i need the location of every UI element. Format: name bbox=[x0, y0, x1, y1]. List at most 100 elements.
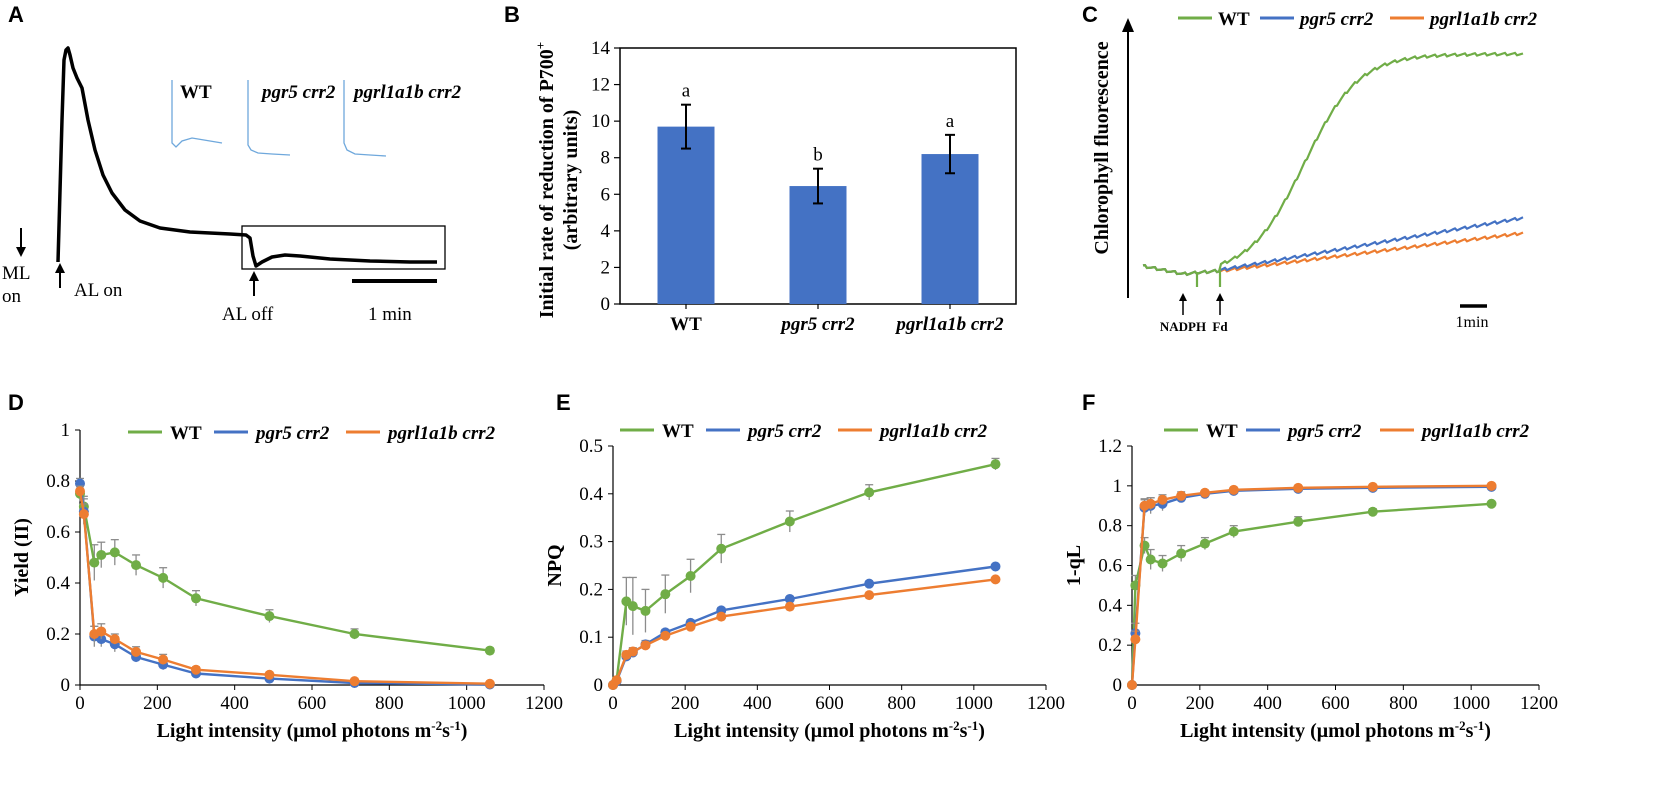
chartE-data-point bbox=[864, 590, 875, 601]
chartE-xtick-label: 1200 bbox=[1027, 693, 1065, 714]
b-significance-letter: a bbox=[946, 111, 955, 132]
chartD-ytick-label: 0 bbox=[61, 675, 71, 696]
chartD-xlabel: Light intensity (μmol photons m-2s-1) bbox=[157, 718, 468, 742]
chartD-xlabel-part: Light intensity (μmol photons m bbox=[157, 720, 432, 742]
chartE-data-point bbox=[784, 516, 795, 527]
b-category-label: WT bbox=[670, 314, 702, 335]
panel-e: E 0 0.1 0.2 0.3 0.4 0.5 0 200 400 600 800 1000 1200 L… bbox=[544, 390, 1065, 742]
ml-on-label-2: on bbox=[2, 286, 22, 307]
chartD-xtick-label: 400 bbox=[220, 693, 249, 714]
b-ytick-label: 6 bbox=[601, 184, 611, 205]
chartE-legend-label: pgr5 crr2 bbox=[746, 421, 822, 442]
inset-wt: WT bbox=[171, 80, 223, 148]
scale-label-a: 1 min bbox=[368, 304, 412, 325]
chartE-data-point bbox=[627, 646, 638, 657]
panel-label-e: E bbox=[556, 390, 571, 415]
nadph-label: NADPH bbox=[1160, 319, 1206, 334]
chartF-xtick-label: 400 bbox=[1253, 693, 1282, 714]
chartD-xtick-label: 1200 bbox=[525, 693, 563, 714]
inset-pgrl: pgrl1a1b crr2 bbox=[343, 80, 462, 157]
chartD-data-point bbox=[349, 629, 360, 639]
b-ytick-label: 8 bbox=[601, 148, 611, 169]
chartF-series-line bbox=[1130, 485, 1492, 686]
chartD-data-point bbox=[484, 678, 495, 689]
p700-trace bbox=[56, 46, 437, 268]
b-ylabel-line2: (arbitrary units) bbox=[560, 110, 582, 251]
chartE-legend-label: pgrl1a1b crr2 bbox=[878, 421, 988, 442]
chartF-data-point bbox=[1127, 680, 1137, 690]
inset-wt-trace bbox=[171, 80, 223, 148]
chartD-data-point bbox=[131, 646, 142, 657]
chartE-ylabel: NPQ bbox=[544, 544, 566, 586]
chartE-ytick-label: 0.4 bbox=[579, 484, 603, 505]
chartE-ytick-label: 0.1 bbox=[579, 627, 603, 648]
chartF-xlabel-part: ) bbox=[1484, 720, 1491, 742]
chartF-xtick-label: 0 bbox=[1127, 693, 1137, 714]
chartD-xlabel-part: s bbox=[442, 720, 450, 742]
chartF-data-point bbox=[1130, 634, 1141, 645]
inset-pgrl-trace bbox=[343, 80, 387, 157]
panel-label-d: D bbox=[8, 390, 24, 415]
chartF-xtick-label: 200 bbox=[1186, 693, 1215, 714]
chartE-data-point bbox=[864, 487, 875, 498]
chartE-xlabel-part: -2 bbox=[949, 718, 960, 733]
chartD-data-point bbox=[158, 654, 169, 665]
chartE-ytick-label: 0.5 bbox=[579, 436, 603, 457]
chartF-data-point bbox=[1176, 548, 1187, 559]
chartD-data-point bbox=[349, 676, 360, 687]
chartE-xtick-label: 0 bbox=[608, 693, 618, 714]
b-ytick-label: 2 bbox=[601, 257, 611, 278]
chartE-data-point bbox=[990, 561, 1001, 572]
b-significance-letter: b bbox=[813, 145, 823, 166]
chartD-legend-label: pgr5 crr2 bbox=[254, 423, 330, 444]
chartE-xtick-label: 200 bbox=[671, 693, 700, 714]
chartE-data-point bbox=[784, 601, 795, 612]
chartD-series-line bbox=[78, 493, 491, 652]
chartE-data-point bbox=[864, 578, 875, 589]
chartE-xtick-label: 400 bbox=[743, 693, 772, 714]
chartD-ytick-label: 0.2 bbox=[46, 624, 70, 645]
panel-c: C Chlorophyll fluorescence WT pgr5 crr2 … bbox=[1082, 2, 1538, 334]
al-off-label: AL off bbox=[222, 304, 274, 325]
b-ytick-label: 12 bbox=[591, 75, 610, 96]
chartD-xtick-label: 0 bbox=[75, 693, 85, 714]
chartF-data-point bbox=[1486, 498, 1497, 509]
chartD-data-point bbox=[264, 611, 275, 622]
chartE-legend-label: WT bbox=[662, 421, 694, 442]
b-ylabel-main: Initial rate of reduction of P700 bbox=[536, 49, 558, 318]
b-ylabel-line1: Initial rate of reduction of P700+ bbox=[533, 42, 558, 318]
chartD-ytick-label: 0.6 bbox=[46, 522, 70, 543]
chartE-ytick-label: 0.3 bbox=[579, 532, 603, 553]
chartE-data-point bbox=[990, 459, 1001, 470]
chartE-data-point bbox=[660, 630, 671, 641]
panel-label-c: C bbox=[1082, 2, 1098, 27]
chartF-ytick-label: 1.2 bbox=[1098, 436, 1122, 457]
chartE-data-point bbox=[784, 593, 795, 604]
chartF-legend-label: WT bbox=[1206, 421, 1238, 442]
chart-f: 0 0.2 0.4 0.6 0.8 1 1.2 0 200 400 600 800 1000 1200 Li… bbox=[1063, 421, 1558, 742]
c-legend-pgr5-label: pgr5 crr2 bbox=[1298, 9, 1374, 30]
chartD-xtick-label: 200 bbox=[143, 693, 172, 714]
chartE-xlabel-part: ) bbox=[978, 720, 985, 742]
chartD-xtick-label: 800 bbox=[375, 693, 404, 714]
chartD-ylabel: Yield (II) bbox=[11, 518, 33, 597]
chartD-data-point bbox=[96, 549, 107, 560]
scale-label-c: 1min bbox=[1456, 314, 1489, 331]
ml-on-arrowhead bbox=[16, 247, 26, 257]
chartF-xlabel-part: -1 bbox=[1473, 718, 1484, 733]
inset-pgrl-label: pgrl1a1b crr2 bbox=[352, 82, 462, 103]
al-off-arrowhead bbox=[249, 271, 259, 281]
chartF-data-point bbox=[1293, 482, 1304, 493]
chartE-data-point bbox=[627, 601, 638, 612]
c-legend-wt-label: WT bbox=[1218, 9, 1250, 30]
b-ytick-label: 14 bbox=[591, 38, 611, 59]
chartF-xlabel: Light intensity (μmol photons m-2s-1) bbox=[1180, 718, 1491, 742]
panel-label-b: B bbox=[504, 2, 520, 27]
chartE-data-point bbox=[685, 621, 696, 632]
c-trace-wt bbox=[1142, 51, 1524, 287]
fd-arrowhead bbox=[1216, 293, 1224, 301]
inset-pgr5-trace bbox=[247, 80, 291, 156]
chartE-data-point bbox=[716, 543, 727, 554]
c-trace-pgrl1a1b bbox=[1142, 231, 1524, 277]
chartF-data-point bbox=[1228, 526, 1239, 537]
